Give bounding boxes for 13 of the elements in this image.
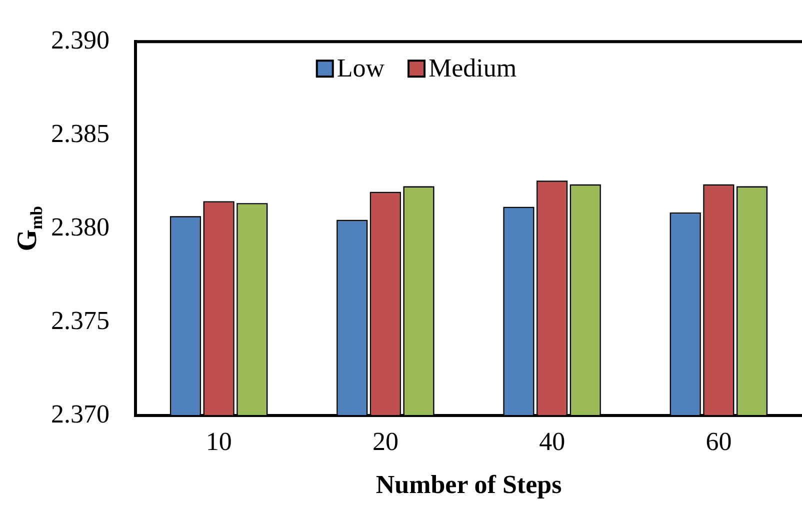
y-axis-title: Gmb (12, 206, 46, 252)
x-tick-label: 40 (539, 427, 566, 456)
x-axis-title: Number of Steps (376, 470, 562, 500)
y-tick-label: 2.380 (51, 212, 110, 242)
legend-label: Medium (428, 53, 517, 82)
x-tick-label: 60 (706, 427, 732, 456)
y-tick-label: 2.390 (51, 25, 110, 54)
x-tick-label: 10 (206, 427, 232, 456)
y-tick-label: 2.385 (51, 118, 110, 148)
x-tick-label: 20 (372, 427, 398, 456)
y-tick-label: 2.370 (51, 399, 110, 428)
y-tick-label: 2.375 (51, 306, 110, 335)
legend-label: Low (336, 53, 385, 82)
